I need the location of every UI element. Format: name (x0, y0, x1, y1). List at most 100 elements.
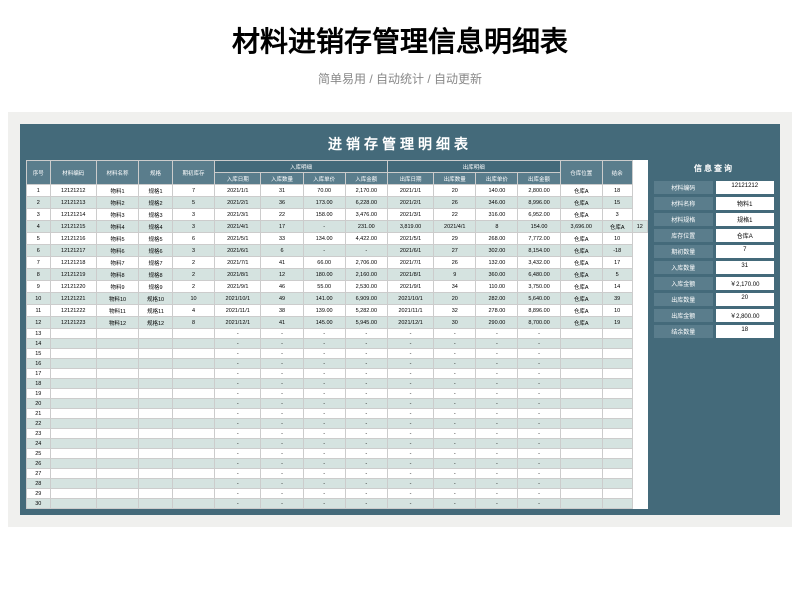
table-cell: 3 (172, 221, 214, 233)
sheet: 进销存管理明细表 序号材料编码材料名称规格期初库存入库明细出库明细仓库位置结余入… (20, 124, 780, 515)
query-value: 仓库A (716, 229, 775, 242)
table-cell: 10 (602, 305, 632, 317)
table-cell: 12121217 (50, 245, 96, 257)
query-row: 结余数量18 (654, 325, 774, 338)
table-cell: 3 (172, 245, 214, 257)
table-cell: 346.00 (476, 197, 518, 209)
table-cell: 5,945.00 (345, 317, 387, 329)
table-cell: 2 (172, 257, 214, 269)
table-row: 30-------- (27, 499, 648, 509)
table-cell: 规格5 (139, 233, 173, 245)
page-header: 材料进销存管理信息明细表 简单易用 / 自动统计 / 自动更新 (0, 0, 800, 97)
table-cell: - (303, 221, 345, 233)
table-cell: 12121220 (50, 281, 96, 293)
table-row: 17-------- (27, 369, 648, 379)
table-cell: 41 (261, 317, 303, 329)
table-row: 1012121221物料10规格10102021/10/149141.006,9… (27, 293, 648, 305)
table-cell: 5 (172, 197, 214, 209)
table-cell: 3,432.00 (518, 257, 560, 269)
col-header: 入库日期 (215, 173, 261, 185)
table-cell: 2021/2/1 (387, 197, 433, 209)
table-row: 612121217物料6规格632021/6/16--2021/6/127302… (27, 245, 648, 257)
table-cell: 12121221 (50, 293, 96, 305)
main-table-area: 序号材料编码材料名称规格期初库存入库明细出库明细仓库位置结余入库日期入库数量入库… (26, 160, 648, 509)
table-cell: 12 (261, 269, 303, 281)
table-cell: 3 (27, 209, 51, 221)
table-cell: 10 (172, 293, 214, 305)
table-cell: 2021/3/1 (215, 209, 261, 221)
table-cell: 360.00 (476, 269, 518, 281)
table-cell: 6 (27, 245, 51, 257)
table-cell: 12121215 (50, 221, 96, 233)
table-cell: 2021/4/1 (434, 221, 476, 233)
table-cell: 8 (27, 269, 51, 281)
table-cell: 7,772.00 (518, 233, 560, 245)
table-row: 29-------- (27, 489, 648, 499)
table-cell: 7 (172, 185, 214, 197)
table-cell: 2021/5/1 (387, 233, 433, 245)
table-cell: 29 (434, 233, 476, 245)
table-cell: 6,228.00 (345, 197, 387, 209)
col-header: 出库日期 (387, 173, 433, 185)
table-cell: 30 (434, 317, 476, 329)
table-cell: 20 (434, 185, 476, 197)
table-cell: 仓库A (560, 185, 602, 197)
table-cell: 仓库A (602, 221, 632, 233)
table-cell: 145.00 (303, 317, 345, 329)
table-row: 712121218物料7规格722021/7/14166.002,706.002… (27, 257, 648, 269)
table-cell: 11 (27, 305, 51, 317)
table-cell: 5,640.00 (518, 293, 560, 305)
table-cell: 2021/1/1 (387, 185, 433, 197)
table-cell: 17 (261, 221, 303, 233)
table-row: 25-------- (27, 449, 648, 459)
table-cell: 110.00 (476, 281, 518, 293)
table-cell: 2021/10/1 (215, 293, 261, 305)
table-cell: 10 (602, 233, 632, 245)
table-cell: 仓库A (560, 305, 602, 317)
query-row: 材料规格规格1 (654, 213, 774, 226)
col-header: 期初库存 (172, 161, 214, 185)
table-cell: 38 (261, 305, 303, 317)
query-row: 入库金额￥2,170.00 (654, 277, 774, 290)
sheet-title: 进销存管理明细表 (26, 130, 774, 160)
table-cell: 19 (602, 317, 632, 329)
table-cell: 2,800.00 (518, 185, 560, 197)
query-label: 出库数量 (654, 293, 713, 306)
table-cell: 6,952.00 (518, 209, 560, 221)
table-cell: 316.00 (476, 209, 518, 221)
table-cell: 8 (476, 221, 518, 233)
table-cell: 规格1 (139, 185, 173, 197)
table-row: 23-------- (27, 429, 648, 439)
table-cell: 物料10 (96, 293, 138, 305)
table-cell: 规格9 (139, 281, 173, 293)
table-cell: 5,282.00 (345, 305, 387, 317)
table-cell: 物料12 (96, 317, 138, 329)
table-cell: 3,476.00 (345, 209, 387, 221)
query-panel: 信息查询 材料编码12121212材料名称物料1材料规格规格1库存位置仓库A期初… (654, 160, 774, 509)
table-cell: 规格6 (139, 245, 173, 257)
table-cell: 仓库A (560, 281, 602, 293)
query-row: 入库数量31 (654, 261, 774, 274)
query-label: 材料编码 (654, 181, 713, 194)
query-value: 12121212 (716, 181, 775, 194)
col-group-header: 入库明细 (215, 161, 388, 173)
inventory-table: 序号材料编码材料名称规格期初库存入库明细出库明细仓库位置结余入库日期入库数量入库… (26, 160, 648, 509)
table-cell: 3,819.00 (387, 221, 433, 233)
col-header: 材料名称 (96, 161, 138, 185)
table-cell: 2021/11/1 (387, 305, 433, 317)
table-cell: 规格7 (139, 257, 173, 269)
query-value: 20 (716, 293, 775, 306)
table-cell: 34 (434, 281, 476, 293)
table-cell: 2021/2/1 (215, 197, 261, 209)
table-cell: 物料4 (96, 221, 138, 233)
table-cell: 2021/6/1 (387, 245, 433, 257)
table-cell: 4 (172, 305, 214, 317)
query-value: 物料1 (716, 197, 775, 210)
col-header: 出库金额 (518, 173, 560, 185)
table-cell: 物料1 (96, 185, 138, 197)
table-cell: 仓库A (560, 293, 602, 305)
table-cell: 36 (261, 197, 303, 209)
table-cell: 32 (434, 305, 476, 317)
table-cell: 2021/9/1 (215, 281, 261, 293)
table-row: 912121220物料9规格922021/9/14655.002,530.002… (27, 281, 648, 293)
